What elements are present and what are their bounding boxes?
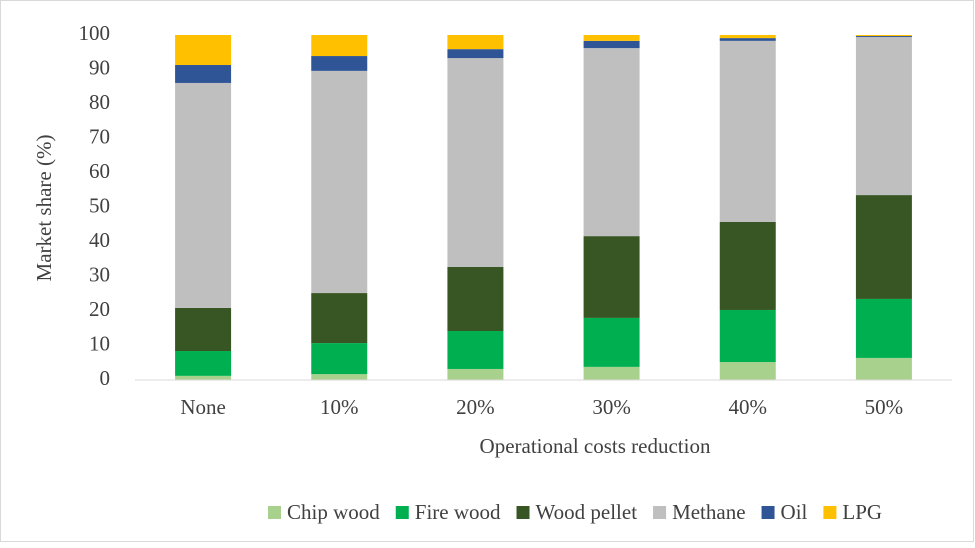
x-tick-label: 20%	[456, 395, 495, 419]
legend-swatch	[268, 506, 281, 519]
bar-segment	[583, 317, 640, 367]
bar-segment	[719, 38, 776, 41]
x-axis-label: Operational costs reduction	[480, 434, 711, 458]
x-tick-label: 50%	[865, 395, 904, 419]
y-tick-label: 30	[89, 262, 110, 286]
y-tick-label: 10	[89, 331, 110, 355]
y-tick-label: 40	[89, 228, 110, 252]
y-axis-label: Market share (%)	[32, 135, 56, 282]
legend-swatch	[395, 506, 409, 519]
bar-segment	[447, 266, 504, 332]
bar-segment	[583, 366, 640, 380]
legend-label: Oil	[781, 500, 808, 524]
y-tick-label: 50	[89, 193, 110, 217]
bar-segment	[447, 368, 504, 380]
bar-segment	[311, 293, 368, 344]
x-tick-label: 30%	[592, 395, 631, 419]
legend-label: Methane	[672, 500, 745, 524]
bar-segment	[855, 195, 912, 299]
bar-segment	[447, 49, 504, 59]
legend-label: Fire wood	[415, 500, 501, 524]
bar-segment	[855, 36, 912, 38]
legend-swatch	[761, 506, 775, 519]
bar-segment	[855, 298, 912, 358]
bar-segment	[175, 351, 232, 376]
bar-segment	[311, 35, 368, 57]
bar-segment	[855, 35, 912, 37]
bar-segment	[175, 82, 232, 308]
x-tick-label: 10%	[320, 395, 359, 419]
bar-segment	[719, 221, 776, 310]
bar-segment	[311, 56, 368, 71]
y-tick-label: 90	[89, 55, 110, 79]
bar-segment	[175, 307, 232, 352]
bar-segment	[311, 343, 368, 375]
bar-segment	[855, 37, 912, 196]
y-tick-label: 20	[89, 297, 110, 321]
bar-segment	[311, 70, 368, 294]
bar-segment	[719, 35, 776, 39]
bar-segment	[447, 35, 504, 50]
bar-segment	[719, 309, 776, 363]
bar-segment	[583, 236, 640, 318]
x-tick-label: None	[180, 395, 226, 419]
bar-segment	[447, 331, 504, 369]
x-tick-label: 40%	[729, 395, 768, 419]
bar-segment	[175, 375, 232, 380]
bar-segment	[719, 40, 776, 222]
bar-segment	[175, 35, 232, 66]
legend-label: LPG	[842, 500, 882, 524]
bar-segment	[311, 374, 368, 380]
legend-label: Chip wood	[287, 500, 380, 524]
y-tick-label: 80	[89, 90, 110, 114]
legend-swatch	[516, 506, 530, 519]
bar-segment	[855, 357, 912, 380]
bar-segment	[583, 35, 640, 41]
bar-segment	[583, 40, 640, 49]
bar-segment	[583, 48, 640, 237]
y-tick-label: 60	[89, 159, 110, 183]
y-tick-label: 0	[100, 366, 111, 390]
bar-segment	[447, 58, 504, 267]
legend-label: Wood pellet	[536, 500, 638, 524]
y-tick-label: 100	[79, 21, 111, 45]
legend-swatch	[823, 506, 837, 519]
bar-segment	[175, 65, 232, 83]
y-tick-label: 70	[89, 124, 110, 148]
legend-swatch	[653, 506, 667, 519]
bar-segment	[719, 362, 776, 380]
